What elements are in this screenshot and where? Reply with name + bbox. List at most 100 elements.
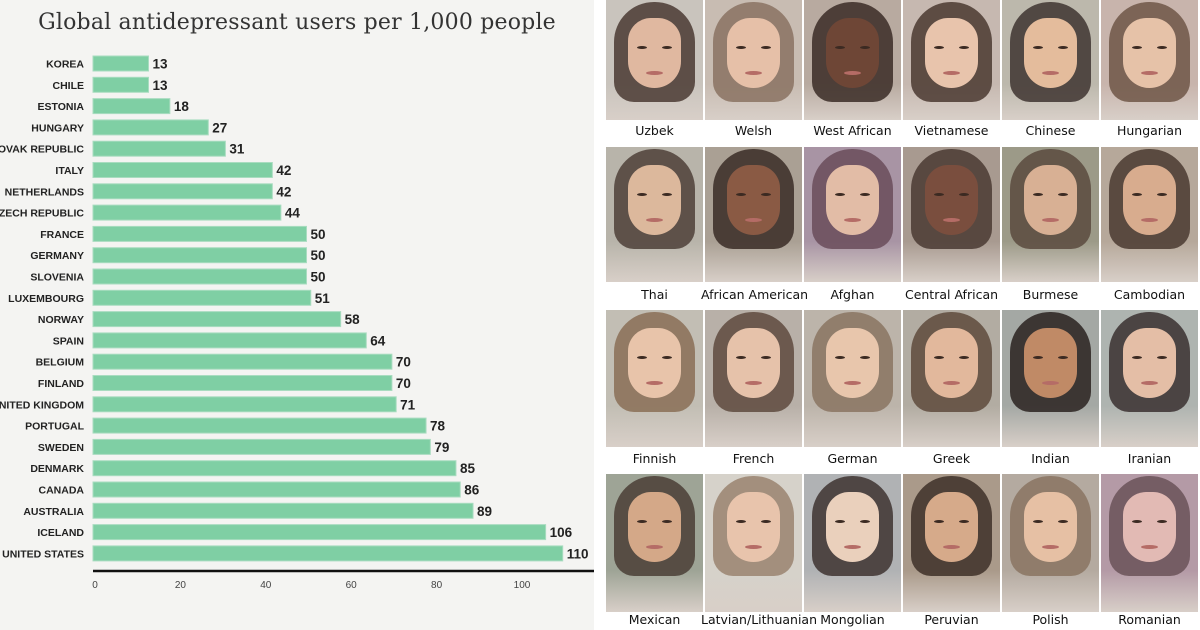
eye xyxy=(959,520,969,523)
eye xyxy=(835,356,845,359)
face-image xyxy=(1002,474,1099,612)
face-image xyxy=(804,310,901,447)
eye xyxy=(860,193,870,196)
category-label: PORTUGAL xyxy=(25,421,85,433)
face-image xyxy=(903,310,1000,447)
face-shape xyxy=(1024,165,1077,235)
category-label: SLOVAK REPUBLIC xyxy=(0,144,84,156)
value-label: 86 xyxy=(464,483,480,498)
value-label: 64 xyxy=(370,333,386,348)
face-image xyxy=(606,147,703,282)
face-shape xyxy=(826,492,879,562)
face-shape xyxy=(826,165,879,235)
face-label: Thai xyxy=(641,287,668,302)
eye xyxy=(1157,193,1167,196)
bar xyxy=(92,76,150,93)
bar xyxy=(92,311,342,328)
mouth xyxy=(1042,381,1059,385)
value-label: 42 xyxy=(276,163,291,178)
bar xyxy=(92,247,307,264)
eye xyxy=(1058,520,1068,523)
bar xyxy=(92,162,273,178)
face-label: Romanian xyxy=(1118,612,1181,627)
category-label: SWEDEN xyxy=(38,442,84,454)
mouth xyxy=(646,218,663,222)
face-image xyxy=(804,147,901,282)
eye xyxy=(662,356,672,359)
mouth xyxy=(1141,545,1158,549)
eye xyxy=(637,46,647,49)
face-label: Cambodian xyxy=(1113,287,1186,302)
face-shape xyxy=(1123,492,1176,562)
face-label: French xyxy=(732,451,775,466)
bar xyxy=(92,98,171,115)
face-image xyxy=(606,310,703,447)
face-image xyxy=(705,147,802,282)
face-label: Welsh xyxy=(734,123,773,138)
face-shape xyxy=(1123,18,1176,88)
face-image xyxy=(705,0,802,120)
eye xyxy=(1033,520,1043,523)
face-shape xyxy=(925,328,978,398)
face-image xyxy=(903,474,1000,612)
eye xyxy=(662,520,672,523)
mouth xyxy=(745,218,762,222)
face-image xyxy=(705,474,802,612)
face-shape xyxy=(925,165,978,235)
value-label: 13 xyxy=(153,57,169,72)
bar xyxy=(92,55,150,72)
face-image xyxy=(1002,147,1099,282)
eye xyxy=(761,520,771,523)
category-label: CZECH REPUBLIC xyxy=(0,208,84,220)
eye xyxy=(1132,46,1142,49)
face-label: African American xyxy=(701,287,809,302)
eye xyxy=(761,193,771,196)
eye xyxy=(637,520,647,523)
category-label: SPAIN xyxy=(53,335,84,347)
bar xyxy=(92,183,273,200)
eye xyxy=(835,46,845,49)
value-label: 70 xyxy=(396,376,411,391)
eye xyxy=(860,520,870,523)
eye xyxy=(637,193,647,196)
eye xyxy=(1132,356,1142,359)
value-label: 85 xyxy=(460,461,476,476)
face-label: Afghan xyxy=(830,287,875,302)
bar xyxy=(92,353,393,370)
chart-panel: Global antidepressant users per 1,000 pe… xyxy=(0,0,594,630)
face-shape xyxy=(826,328,879,398)
face-label: Central African xyxy=(904,287,999,302)
bar xyxy=(92,417,427,434)
mouth xyxy=(1042,545,1059,549)
x-tick-label: 60 xyxy=(346,580,358,591)
face-label: Finnish xyxy=(632,451,677,466)
face-shape xyxy=(727,492,780,562)
category-label: DENMARK xyxy=(30,463,84,475)
face-label: Chinese xyxy=(1025,123,1076,138)
eye xyxy=(736,356,746,359)
bar xyxy=(92,524,547,541)
eye xyxy=(860,356,870,359)
category-label: FRANCE xyxy=(40,229,84,241)
value-label: 44 xyxy=(285,206,301,221)
mouth xyxy=(844,381,861,385)
eye xyxy=(761,46,771,49)
eye xyxy=(761,356,771,359)
value-label: 31 xyxy=(229,142,245,157)
eye xyxy=(1157,356,1167,359)
mouth xyxy=(1042,71,1059,75)
mouth xyxy=(844,71,861,75)
value-label: 50 xyxy=(311,227,326,242)
mouth xyxy=(745,381,762,385)
face-shape xyxy=(1123,165,1176,235)
value-label: 106 xyxy=(550,525,573,540)
mouth xyxy=(943,218,960,222)
face-shape xyxy=(628,165,681,235)
face-image xyxy=(606,474,703,612)
eye xyxy=(736,193,746,196)
face-shape xyxy=(628,328,681,398)
value-label: 51 xyxy=(315,291,331,306)
bar xyxy=(92,225,307,242)
face-label: West African xyxy=(813,123,892,138)
eye xyxy=(1058,356,1068,359)
